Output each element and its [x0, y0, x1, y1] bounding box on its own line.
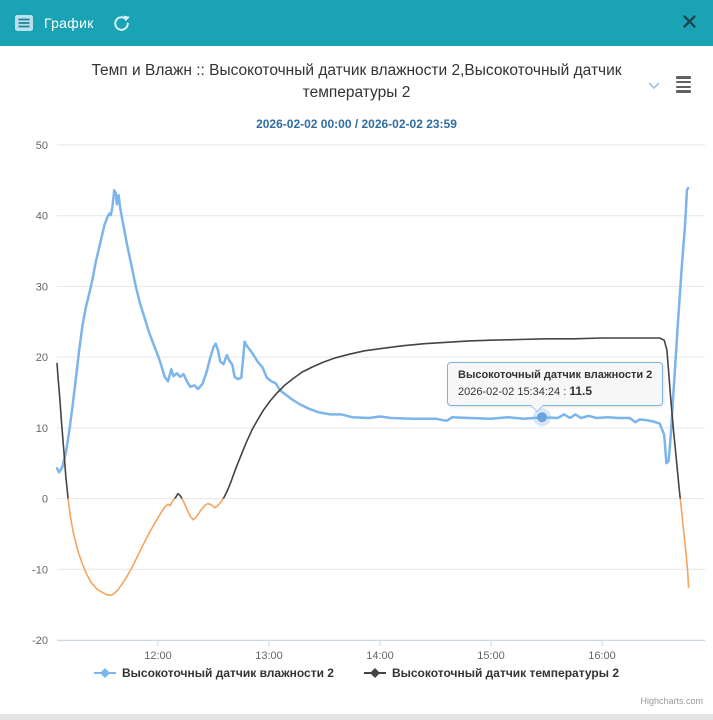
legend-label-humidity: Высокоточный датчик влажности 2 [122, 666, 334, 680]
graph-list-icon [14, 14, 34, 32]
chart-tooltip: Высокоточный датчик влажности 2 2026-02-… [447, 362, 664, 412]
svg-text:20: 20 [36, 352, 48, 364]
refresh-button[interactable] [112, 14, 131, 33]
chart-title: Темп и Влажн :: Высокоточный датчик влаж… [91, 62, 622, 102]
svg-text:30: 30 [36, 281, 48, 293]
chart-canvas[interactable]: 50 40 30 20 10 0 -10 -20 12:00 13:00 14:00 15:00 16:… [0, 46, 713, 714]
tooltip-time: 2026-02-02 15:34:24 : [458, 386, 570, 398]
legend-label-temperature: Высокоточный датчик температуры 2 [391, 666, 619, 680]
tooltip-value: 11.5 [569, 384, 593, 398]
burger-bar [676, 90, 691, 93]
burger-bar [676, 85, 691, 89]
svg-text:14:00: 14:00 [366, 650, 394, 662]
chevron-down-icon[interactable] [648, 77, 660, 95]
burger-bar [676, 76, 691, 79]
svg-text:16:00: 16:00 [588, 650, 616, 662]
dialog-title: График [44, 15, 94, 31]
chart-legend: Высокоточный датчик влажности 2 Высокото… [0, 666, 713, 680]
svg-text:40: 40 [36, 211, 48, 223]
chart-subtitle: 2026-02-02 00:00 / 2026-02-02 23:59 [256, 117, 457, 131]
chart-context-menu-icon[interactable] [674, 72, 693, 97]
burger-bar [676, 80, 691, 84]
svg-text:50: 50 [36, 140, 48, 152]
svg-text:10: 10 [36, 423, 48, 435]
svg-text:12:00: 12:00 [144, 650, 172, 662]
legend-item-humidity[interactable]: Высокоточный датчик влажности 2 [94, 666, 334, 680]
svg-text:15:00: 15:00 [477, 650, 505, 662]
svg-text:-10: -10 [32, 564, 48, 576]
chart-area: 50 40 30 20 10 0 -10 -20 12:00 13:00 14:00 15:00 16:… [0, 46, 713, 714]
tooltip-series-name: Высокоточный датчик влажности 2 [458, 369, 653, 381]
tooltip-value-line: 2026-02-02 15:34:24 : 11.5 [458, 384, 652, 398]
legend-marker-temperature-icon [363, 668, 386, 678]
svg-text:13:00: 13:00 [255, 650, 283, 662]
dialog-header: График [0, 0, 713, 46]
highcharts-credits-link[interactable]: Highcharts.com [640, 696, 703, 706]
legend-item-temperature[interactable]: Высокоточный датчик температуры 2 [363, 666, 619, 680]
legend-marker-humidity-icon [94, 668, 116, 678]
svg-text:-20: -20 [32, 635, 48, 647]
close-icon[interactable] [682, 14, 697, 32]
svg-text:0: 0 [42, 494, 48, 506]
